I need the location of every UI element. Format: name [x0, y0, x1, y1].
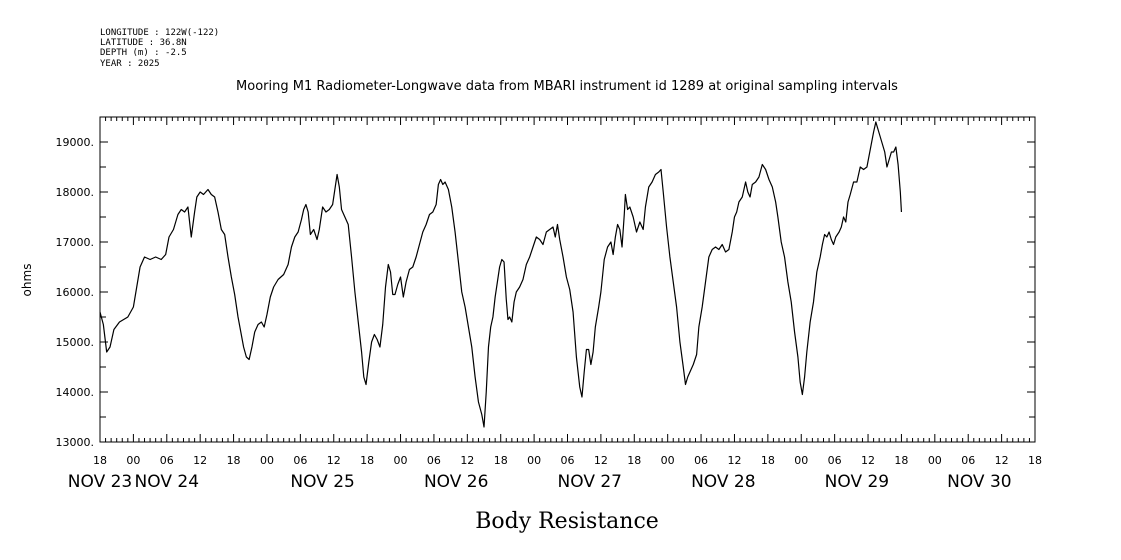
x-hour-label: 00 [126, 454, 140, 467]
x-hour-label: 18 [494, 454, 508, 467]
x-hour-label: 00 [661, 454, 675, 467]
y-tick-label: 16000. [56, 286, 95, 299]
series-layer [99, 121, 903, 428]
series-line [99, 121, 903, 428]
x-hour-label: 00 [260, 454, 274, 467]
x-hour-label: 00 [527, 454, 541, 467]
x-hour-label: 12 [861, 454, 875, 467]
y-tick-label: 18000. [56, 186, 95, 199]
x-hour-label: 18 [227, 454, 241, 467]
x-axis: 18 00 06 12 18 00 06 12 18 00 06 12 18 00 06 12 18 00 06 12… [68, 117, 1042, 492]
latitude-text: LATITUDE : 36.8N [100, 38, 187, 48]
x-hour-label: 06 [694, 454, 708, 467]
x-hour-label: 06 [961, 454, 975, 467]
y-tick-label: 13000. [56, 436, 95, 449]
year-text: YEAR : 2025 [100, 59, 160, 69]
depth-text: DEPTH (m) : -2.5 [100, 48, 187, 58]
x-hour-label: 18 [360, 454, 374, 467]
x-hour-label: 00 [794, 454, 808, 467]
x-hour-label: 12 [460, 454, 474, 467]
x-hour-label: 12 [193, 454, 207, 467]
x-date-label: NOV 28 [691, 472, 755, 492]
x-hour-label: 06 [427, 454, 441, 467]
x-date-label: NOV 24 [135, 472, 199, 492]
y-tick-label: 15000. [56, 336, 95, 349]
x-hour-label: 18 [894, 454, 908, 467]
x-date-label: NOV 23 [68, 472, 132, 492]
x-hour-label: 06 [160, 454, 174, 467]
y-tick-label: 17000. [56, 236, 95, 249]
x-date-label: NOV 30 [947, 472, 1011, 492]
x-date-label: NOV 25 [290, 472, 354, 492]
x-hour-label: 12 [995, 454, 1009, 467]
x-hour-label: 18 [93, 454, 107, 467]
x-hour-label: 12 [594, 454, 608, 467]
x-hour-label: 12 [727, 454, 741, 467]
x-hour-label: 18 [1028, 454, 1042, 467]
longitude-text: LONGITUDE : 122W(-122) [100, 28, 219, 38]
y-axis-label: ohms [20, 264, 34, 297]
x-hour-label: 00 [928, 454, 942, 467]
chart-title: Mooring M1 Radiometer-Longwave data from… [236, 79, 898, 94]
metadata-block: LONGITUDE : 122W(-122) LATITUDE : 36.8N … [100, 28, 219, 69]
y-tick-label: 14000. [56, 386, 95, 399]
x-hour-label: 12 [327, 454, 341, 467]
x-hour-label: 06 [561, 454, 575, 467]
x-hour-label: 18 [627, 454, 641, 467]
x-date-label: NOV 26 [424, 472, 488, 492]
y-tick-label: 19000. [56, 136, 95, 149]
y-axis: 13000. 14000. 15000. 16000. 17000. 18000. 1900… [56, 116, 1035, 449]
x-axis-label: Body Resistance [475, 509, 659, 534]
x-date-label: NOV 29 [825, 472, 889, 492]
x-hour-label: 00 [394, 454, 408, 467]
x-hour-label: 06 [293, 454, 307, 467]
x-hour-label: 06 [828, 454, 842, 467]
x-hour-label: 18 [761, 454, 775, 467]
x-date-label: NOV 27 [558, 472, 622, 492]
